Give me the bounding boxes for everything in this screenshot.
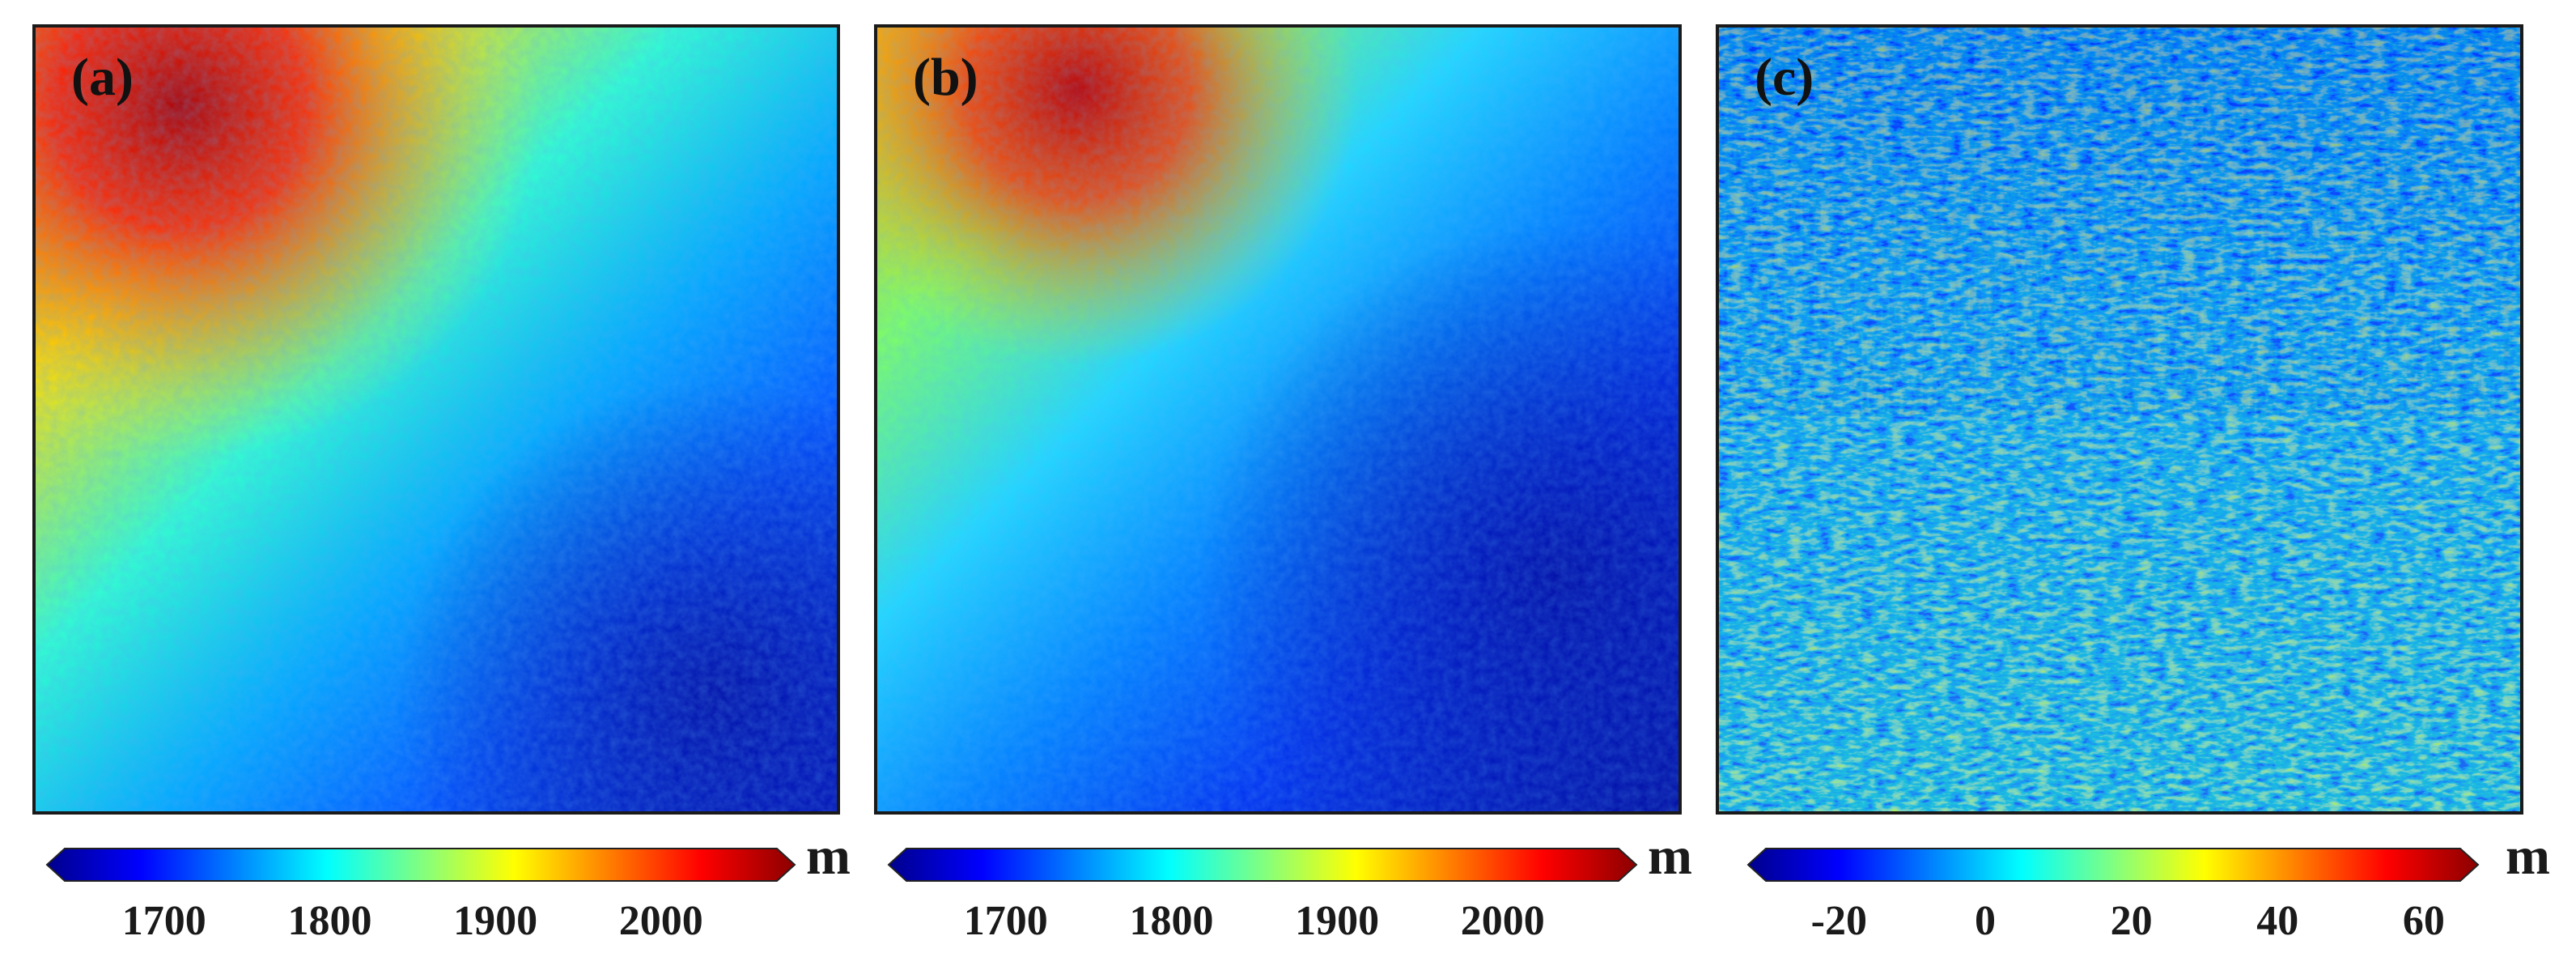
colorbar-b-tick: 1900	[1295, 898, 1380, 944]
colorbar-c-tick: 20	[2110, 898, 2153, 944]
map-panel-b: (b)	[874, 24, 1682, 815]
colorbar-c-tick: 40	[2256, 898, 2299, 944]
colorbar-a-tick: 1700	[121, 898, 206, 944]
panel-label-c: (c)	[1755, 48, 1814, 107]
colorbar-a-tick: 1900	[453, 898, 538, 944]
colorbar-unit-a: m	[806, 827, 851, 886]
heatmap-a	[36, 28, 837, 811]
colorbar-a	[45, 848, 796, 882]
heatmap-b	[877, 28, 1678, 811]
colorbar-b-tick: 1700	[963, 898, 1048, 944]
colorbar-c-tick: -20	[1810, 898, 1867, 944]
colorbar-c-tick: 60	[2402, 898, 2445, 944]
colorbar-c-body	[1746, 848, 2480, 882]
heatmap-c	[1719, 28, 2520, 811]
colorbar-unit-b: m	[1648, 827, 1692, 886]
colorbar-a-tick: 1800	[287, 898, 372, 944]
colorbar-a-body	[45, 848, 796, 882]
colorbar-b-body	[887, 848, 1638, 882]
map-panel-a: (a)	[32, 24, 840, 815]
colorbar-c-tick: 0	[1974, 898, 1996, 944]
panel-label-a: (a)	[71, 48, 134, 107]
panel-label-b: (b)	[913, 48, 978, 107]
colorbar-b	[887, 848, 1638, 882]
colorbar-a-tick: 2000	[618, 898, 703, 944]
colorbar-b-tick: 2000	[1460, 898, 1545, 944]
map-panel-c: (c)	[1716, 24, 2523, 815]
colorbar-unit-c: m	[2506, 827, 2550, 886]
colorbar-b-tick: 1800	[1129, 898, 1214, 944]
colorbar-c	[1746, 848, 2480, 882]
